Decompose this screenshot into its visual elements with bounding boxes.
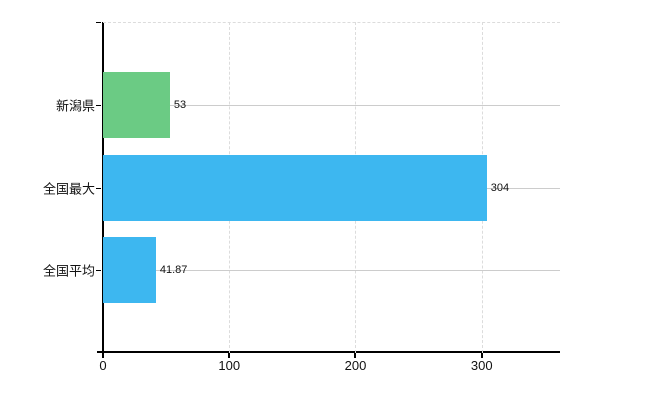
y-tick-label: 新潟県 bbox=[55, 98, 95, 114]
y-tick-mark bbox=[96, 270, 101, 271]
bar-value-label: 41.87 bbox=[159, 264, 188, 276]
x-tick-label: 0 bbox=[99, 358, 107, 373]
y-tick-label: 全国最大 bbox=[42, 181, 95, 197]
plot-area: 53 304 41.87 bbox=[103, 22, 560, 353]
x-axis-line bbox=[97, 351, 560, 353]
x-tick-label: 100 bbox=[218, 358, 241, 373]
x-tick-label: 200 bbox=[344, 358, 367, 373]
bar-value-label: 304 bbox=[490, 182, 510, 194]
x-tick-mark bbox=[480, 353, 483, 358]
x-tick-mark bbox=[354, 353, 357, 358]
y-tick-mark bbox=[96, 22, 101, 23]
y-tick-mark bbox=[96, 188, 101, 189]
x-tick-mark bbox=[228, 353, 231, 358]
plot-top-border bbox=[103, 22, 560, 23]
bar-1 bbox=[103, 72, 170, 138]
h-gridline bbox=[103, 270, 560, 271]
bar-2 bbox=[103, 155, 487, 221]
bar-value-label: 53 bbox=[173, 99, 187, 111]
y-tick-label: 全国平均 bbox=[42, 263, 95, 279]
x-tick-mark bbox=[102, 353, 104, 358]
y-tick-mark bbox=[96, 105, 101, 106]
x-tick-label: 300 bbox=[470, 358, 493, 373]
h-gridline bbox=[103, 105, 560, 106]
bar-3 bbox=[103, 237, 156, 303]
